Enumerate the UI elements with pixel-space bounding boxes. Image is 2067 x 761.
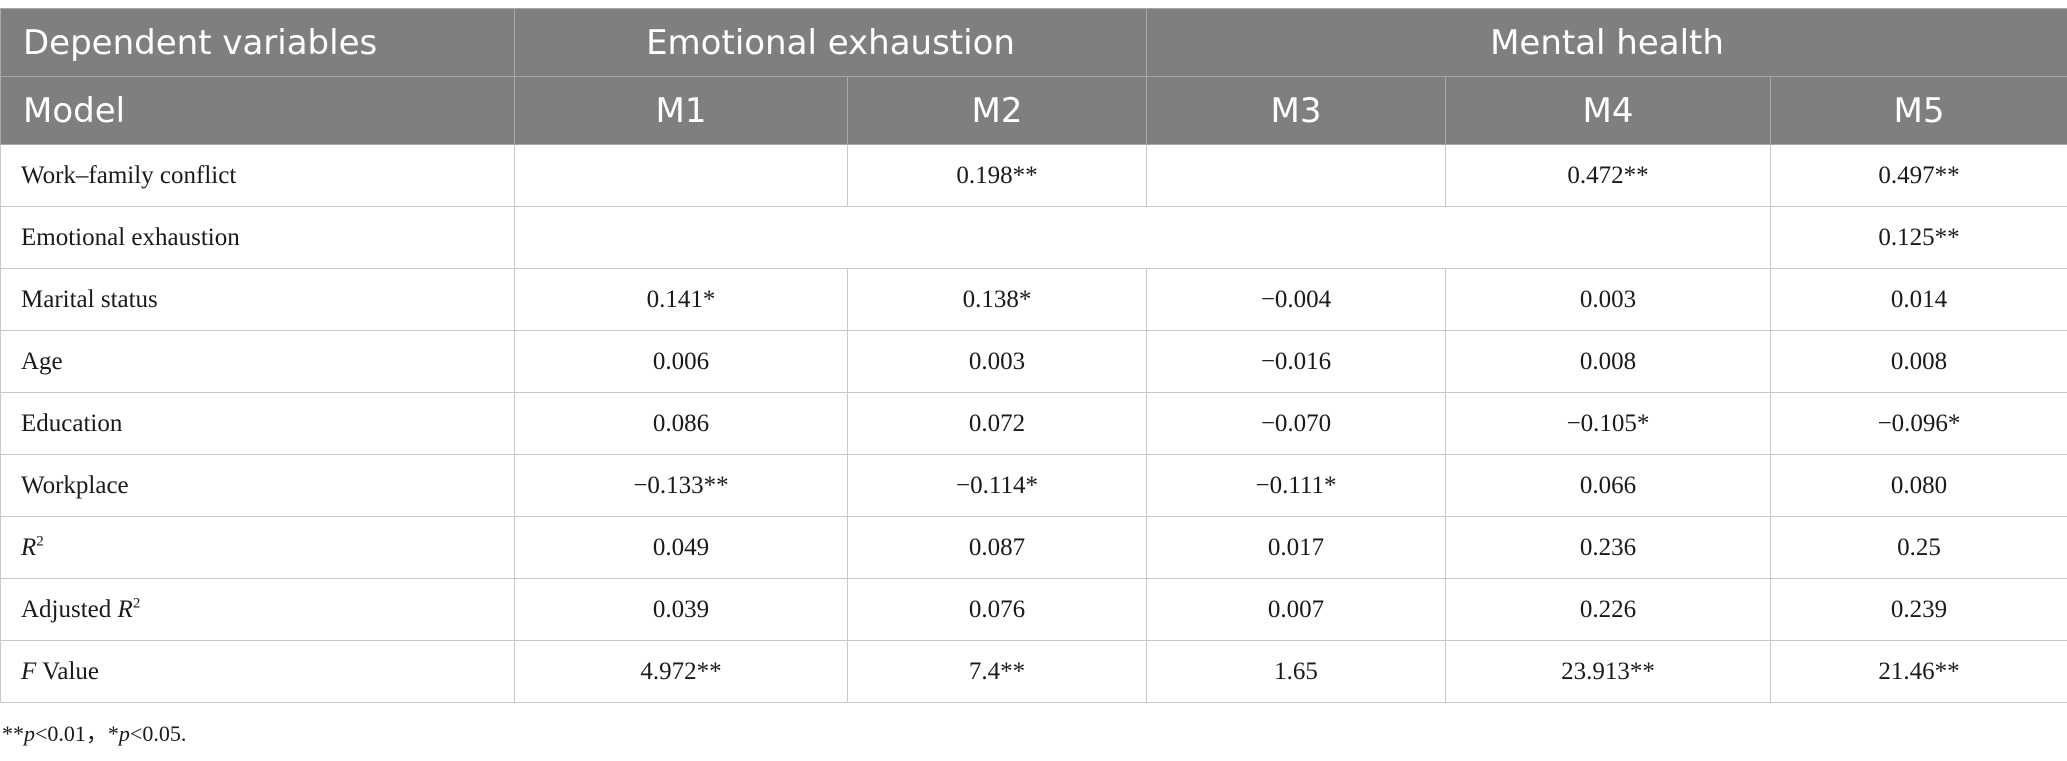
table-cell: −0.105* (1445, 392, 1771, 455)
table-row: Education 0.086 0.072 −0.070 −0.105* −0.… (0, 392, 2067, 455)
header-m5: M5 (1769, 76, 2067, 145)
table-cell: 0.003 (1445, 268, 1771, 331)
table-cell: 0.039 (514, 578, 848, 641)
table-row: Adjusted R2 0.039 0.076 0.007 0.226 0.23… (0, 578, 2067, 641)
table-cell: 0.138* (847, 268, 1147, 331)
note-threshold-1: <0.01， (35, 721, 108, 746)
f-symbol: F (21, 657, 37, 685)
table-cell-empty (1146, 144, 1446, 207)
header-m2: M2 (847, 76, 1147, 145)
note-stars-1: ** (2, 721, 24, 746)
table-row: Emotional exhaustion 0.125** (0, 206, 2067, 269)
squared-superscript: 2 (36, 533, 44, 550)
table-cell: 0.239 (1769, 578, 2067, 641)
row-label-work-family-conflict: Work–family conflict (0, 144, 515, 207)
table-cell: 0.236 (1445, 516, 1771, 579)
note-stars-2: * (107, 721, 119, 746)
table-cell: −0.016 (1146, 330, 1446, 393)
table-cell: 0.076 (847, 578, 1147, 641)
table-cell: 0.086 (514, 392, 848, 455)
table-cell: 23.913** (1445, 640, 1771, 703)
row-label-workplace: Workplace (0, 454, 515, 517)
header-m4: M4 (1445, 76, 1771, 145)
row-label-f-value: F Value (0, 640, 515, 703)
table-cell: 0.472** (1445, 144, 1771, 207)
table-cell-empty (514, 144, 848, 207)
table-cell: 0.006 (514, 330, 848, 393)
table-cell: 0.198** (847, 144, 1147, 207)
table-cell: 0.014 (1769, 268, 2067, 331)
regression-table: Dependent variables Emotional exhaustion… (0, 8, 2067, 703)
table-cell-empty (514, 206, 1771, 269)
header-m3: M3 (1146, 76, 1446, 145)
table-cell: 0.007 (1146, 578, 1446, 641)
row-label-education: Education (0, 392, 515, 455)
table-cell: 0.066 (1445, 454, 1771, 517)
table-row: Workplace −0.133** −0.114* −0.111* 0.066… (0, 454, 2067, 517)
table-cell: 7.4** (847, 640, 1147, 703)
table-row: Work–family conflict 0.198** 0.472** 0.4… (0, 144, 2067, 207)
table-cell: 1.65 (1146, 640, 1446, 703)
table-cell: −0.070 (1146, 392, 1446, 455)
table-row: Marital status 0.141* 0.138* −0.004 0.00… (0, 268, 2067, 331)
table-cell: 0.226 (1445, 578, 1771, 641)
table-cell: 0.125** (1769, 206, 2067, 269)
table-cell: 0.141* (514, 268, 848, 331)
table-row: Age 0.006 0.003 −0.016 0.008 0.008 (0, 330, 2067, 393)
header-model: Model (0, 76, 515, 145)
note-p-1: p (24, 721, 35, 746)
row-label-marital-status: Marital status (0, 268, 515, 331)
header-row-dependent-variables: Dependent variables Emotional exhaustion… (0, 8, 2067, 77)
table-cell: 0.008 (1445, 330, 1771, 393)
table-cell: 21.46** (1769, 640, 2067, 703)
table-row: F Value 4.972** 7.4** 1.65 23.913** 21.4… (0, 640, 2067, 703)
table-cell: 0.072 (847, 392, 1147, 455)
value-suffix: Value (36, 657, 100, 685)
r-symbol: R (117, 595, 133, 623)
table-cell: 0.080 (1769, 454, 2067, 517)
table-cell: −0.004 (1146, 268, 1446, 331)
table-cell: 0.008 (1769, 330, 2067, 393)
table-cell: 0.25 (1769, 516, 2067, 579)
row-label-adjusted-r-squared: Adjusted R2 (0, 578, 515, 641)
table-cell: −0.114* (847, 454, 1147, 517)
header-emotional-exhaustion: Emotional exhaustion (514, 8, 1147, 77)
table-cell: 0.497** (1769, 144, 2067, 207)
table-cell: 4.972** (514, 640, 848, 703)
row-label-r-squared: R2 (0, 516, 515, 579)
table-cell: 0.017 (1146, 516, 1446, 579)
table-row: R2 0.049 0.087 0.017 0.236 0.25 (0, 516, 2067, 579)
note-threshold-2: <0.05. (129, 721, 187, 746)
header-m1: M1 (514, 76, 848, 145)
header-row-model: Model M1 M2 M3 M4 M5 (0, 76, 2067, 145)
header-dependent-variables: Dependent variables (0, 8, 515, 77)
table-cell: −0.111* (1146, 454, 1446, 517)
squared-superscript: 2 (132, 595, 141, 612)
table-cell: −0.133** (514, 454, 848, 517)
adjusted-prefix: Adjusted (21, 595, 118, 623)
r-symbol: R (21, 533, 37, 561)
table-cell: 0.087 (847, 516, 1147, 579)
table-cell: −0.096* (1769, 392, 2067, 455)
significance-footnote: **p<0.01，*p<0.05. (2, 716, 186, 748)
note-p-2: p (118, 721, 130, 746)
header-mental-health: Mental health (1145, 8, 2067, 77)
row-label-emotional-exhaustion: Emotional exhaustion (0, 206, 515, 269)
table-cell: 0.003 (847, 330, 1147, 393)
row-label-age: Age (0, 330, 515, 393)
table-cell: 0.049 (514, 516, 848, 579)
regression-table-container: Dependent variables Emotional exhaustion… (0, 8, 2067, 703)
